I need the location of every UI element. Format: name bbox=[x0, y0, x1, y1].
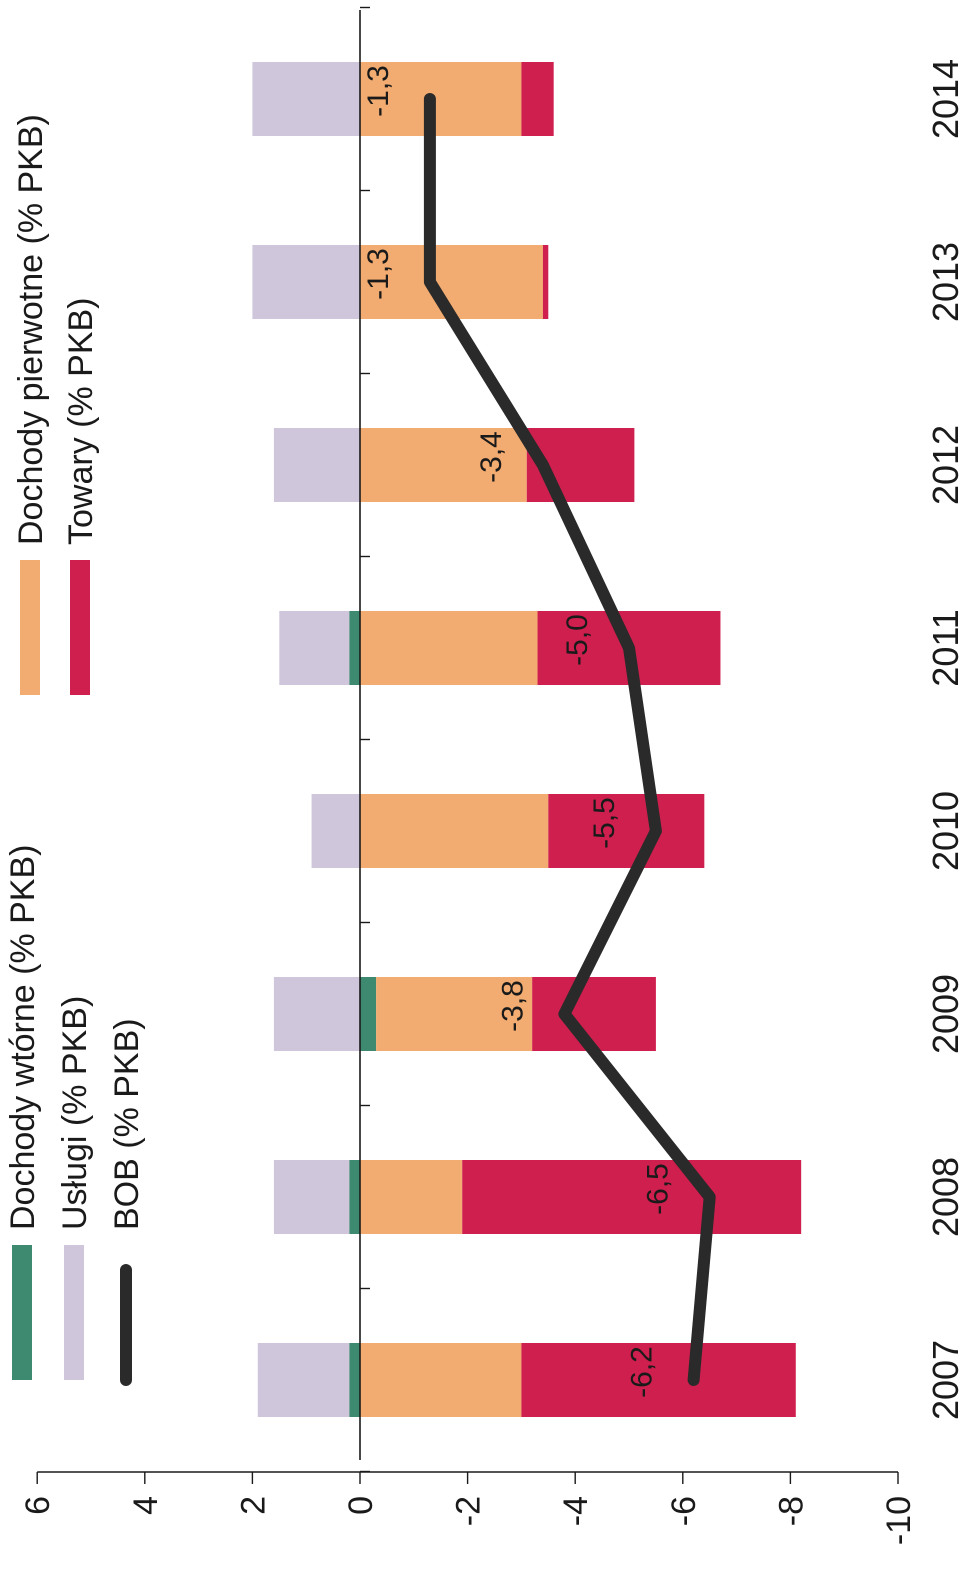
value-tick-label: -6 bbox=[665, 1496, 703, 1526]
category-label: 2007 bbox=[925, 1340, 966, 1420]
bar-segment bbox=[521, 62, 554, 136]
bar-segment bbox=[376, 977, 533, 1051]
value-tick-label: 6 bbox=[19, 1496, 57, 1515]
bar-segment bbox=[349, 1343, 360, 1417]
category-label: 2009 bbox=[925, 974, 966, 1054]
value-tick-label: -2 bbox=[450, 1496, 488, 1526]
bar-segment bbox=[360, 611, 538, 685]
value-tick-label: 2 bbox=[234, 1496, 272, 1515]
legend-swatch bbox=[12, 1245, 32, 1380]
data-label: -6,2 bbox=[626, 1346, 659, 1398]
bar-segment bbox=[273, 1160, 350, 1234]
bar-segment bbox=[521, 1343, 796, 1417]
data-label: -1,3 bbox=[362, 65, 395, 117]
bar-segment bbox=[462, 1160, 802, 1234]
category-labels: 2007 2008 2009 2010 2011 2012 2013 2014 bbox=[925, 59, 966, 1420]
category-label: 2012 bbox=[925, 425, 966, 505]
bar-segment bbox=[360, 977, 377, 1051]
data-label: -6,5 bbox=[642, 1163, 675, 1215]
legend-label: Towary (% PKB) bbox=[62, 298, 100, 546]
legend-swatch bbox=[20, 560, 40, 695]
bar-segment bbox=[360, 62, 522, 136]
legend-swatch bbox=[70, 560, 90, 695]
bar-segment bbox=[349, 611, 360, 685]
bar-segment bbox=[360, 1160, 463, 1234]
category-label: 2011 bbox=[925, 609, 966, 686]
data-label: -3,8 bbox=[496, 980, 529, 1032]
value-tick-label: -8 bbox=[772, 1496, 810, 1526]
value-tick-label: 0 bbox=[342, 1496, 380, 1515]
category-label: 2010 bbox=[925, 791, 966, 871]
bars bbox=[252, 62, 802, 1417]
bar-segment bbox=[279, 611, 350, 685]
bob-line bbox=[423, 93, 716, 1386]
legend: Dochody wtórne (% PKB) Usługi (% PKB) BOB … bbox=[4, 114, 146, 1386]
bar-segment bbox=[252, 245, 360, 319]
bar-segment bbox=[273, 428, 360, 502]
category-label: 2013 bbox=[925, 242, 966, 322]
axes: 6 4 2 0 -2 -4 -6 -8 -10 bbox=[19, 6, 918, 1545]
legend-swatch bbox=[64, 1245, 84, 1380]
data-label: -5,5 bbox=[588, 797, 621, 849]
legend-label: BOB (% PKB) bbox=[108, 1018, 146, 1230]
bar-segment bbox=[532, 977, 656, 1051]
value-tick-label: -4 bbox=[557, 1496, 595, 1526]
category-label: 2014 bbox=[925, 59, 966, 139]
bar-segment bbox=[349, 1160, 360, 1234]
bar-segment bbox=[542, 245, 549, 319]
data-label: -5,0 bbox=[561, 614, 594, 666]
value-tick-label: 4 bbox=[127, 1496, 165, 1515]
legend-label: Usługi (% PKB) bbox=[56, 996, 94, 1230]
bar-segment bbox=[311, 794, 360, 868]
data-labels: -6,2 -6,5 -3,8 -5,5 -5,0 -3,4 -1,3 -1,3 bbox=[362, 65, 675, 1398]
bar-segment bbox=[273, 977, 360, 1051]
category-label: 2008 bbox=[925, 1157, 966, 1237]
legend-label: Dochody wtórne (% PKB) bbox=[4, 845, 42, 1231]
data-label: -1,3 bbox=[362, 248, 395, 300]
bar-segment bbox=[360, 794, 549, 868]
bar-segment bbox=[360, 428, 527, 502]
bob-series-line bbox=[423, 93, 716, 1386]
bar-segment bbox=[257, 1343, 350, 1417]
bar-segment bbox=[360, 1343, 522, 1417]
bar-segment bbox=[548, 794, 705, 868]
bar-segment bbox=[252, 62, 360, 136]
value-tick-label: -10 bbox=[880, 1496, 918, 1545]
legend-label: Dochody pierwotne (% PKB) bbox=[12, 114, 50, 545]
data-label: -3,4 bbox=[475, 431, 508, 483]
